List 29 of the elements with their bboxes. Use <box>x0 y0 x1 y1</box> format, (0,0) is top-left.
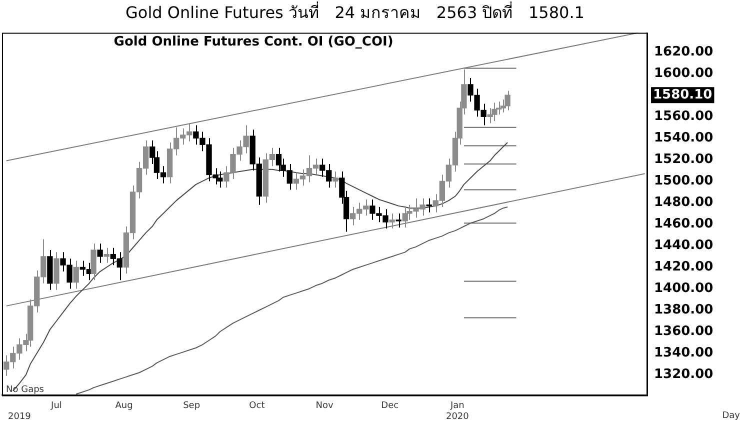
y-tick-label: 1400.00 <box>654 281 714 296</box>
text: 1580.10 <box>653 87 712 102</box>
y-tick-label: 1540.00 <box>654 130 714 146</box>
y-tick-label: 1340.00 <box>654 346 714 361</box>
y-tick-label: 1520.00 <box>654 152 714 168</box>
x-tick-label: Jul <box>50 400 62 411</box>
x-tick-label: Dec <box>381 400 399 411</box>
y-tick-label: 1380.00 <box>654 302 714 318</box>
text: Day <box>722 410 741 421</box>
y-tick-label: 1620.00 <box>654 44 714 60</box>
y-tick-label: 1420.00 <box>654 260 714 275</box>
text: 2019 <box>8 412 32 422</box>
chart-subtitle: Gold Online Futures Cont. OI (GO_COI) <box>114 34 394 50</box>
y-tick-label: 1560.00 <box>654 109 714 124</box>
x-tick-label: Jan <box>449 400 464 411</box>
chart-title: Gold Online Futures วันที่ 24 มกราคม 2563 ปิดที่ 1580.1 <box>124 0 586 22</box>
y-tick-label: 1600.00 <box>654 66 714 82</box>
annotation: No Gaps <box>6 385 44 396</box>
y-tick-label: 1320.00 <box>654 367 714 382</box>
x-tick-label: Sep <box>183 400 200 411</box>
y-tick-label: 1480.00 <box>654 195 714 210</box>
y-tick-label: 1460.00 <box>654 216 714 232</box>
x-tick-label: Oct <box>249 400 266 411</box>
y-tick-label: 1440.00 <box>654 238 714 254</box>
y-tick-label: 1500.00 <box>654 174 714 189</box>
y-tick-label: 1360.00 <box>654 324 714 340</box>
x-tick-label: Aug <box>115 400 133 411</box>
text: 2020 <box>446 412 470 422</box>
x-tick-label: Nov <box>316 400 334 411</box>
